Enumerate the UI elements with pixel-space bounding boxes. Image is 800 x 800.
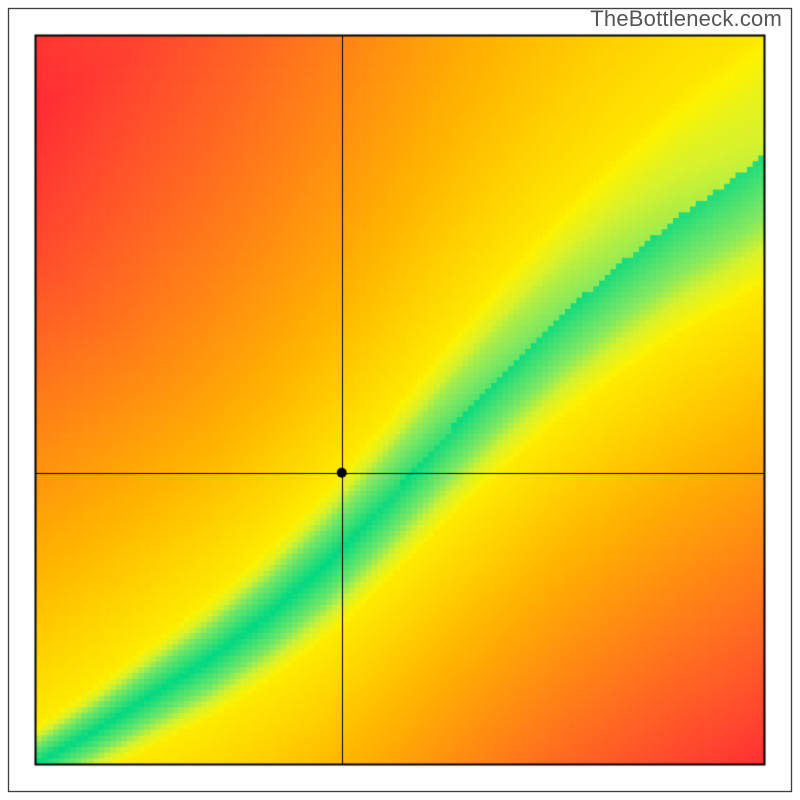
chart-container: TheBottleneck.com <box>0 0 800 800</box>
heatmap-canvas <box>0 0 800 800</box>
watermark-text: TheBottleneck.com <box>590 6 782 32</box>
